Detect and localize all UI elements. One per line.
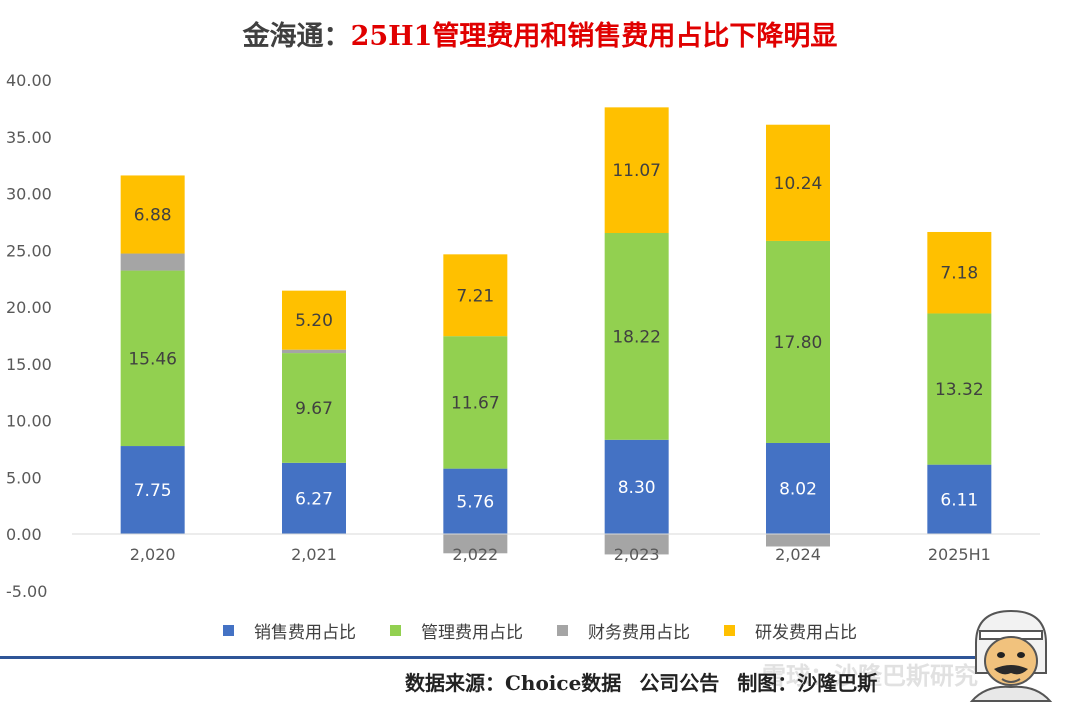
legend-item-finance: 财务费用占比	[557, 618, 690, 643]
title-company: 金海通：	[242, 21, 351, 52]
data-label-s1-c2: 11.67	[451, 393, 500, 413]
chart-title: 金海通：25H1管理费用和销售费用占比下降明显	[0, 14, 1080, 53]
x-tick-label-1: 2,021	[291, 545, 337, 564]
legend-label-finance: 财务费用占比	[588, 623, 690, 643]
y-tick-label-9: -5.00	[6, 582, 47, 601]
legend-label-admin: 管理费用占比	[421, 623, 523, 643]
data-label-s0-c5: 6.11	[940, 490, 978, 510]
data-label-s3-c1: 5.20	[295, 311, 333, 331]
legend-item-sales: 销售费用占比	[223, 618, 356, 643]
y-tick-label-4: 20.00	[6, 298, 52, 317]
legend-item-admin: 管理费用占比	[390, 618, 523, 643]
bar-segment-s2-c4	[766, 534, 830, 547]
author-text: 制图：沙隆巴斯	[737, 671, 878, 695]
stacked-bar-chart: 40.00 35.00 30.00 25.00 20.00 15.00 10.00 5.00 0…	[6, 71, 1040, 601]
y-tick-label-8: 0.00	[6, 525, 42, 544]
bar-segment-s3-c5	[927, 231, 992, 314]
bar-segment-s1-c1	[282, 353, 346, 463]
source-text: 数据来源：Choice数据	[405, 671, 622, 695]
bar-segment-s2-c1	[282, 349, 346, 354]
bar-segment-s0-c4	[766, 442, 830, 534]
data-label-s0-c0: 7.75	[134, 481, 172, 501]
bar-segment-s2-c0	[120, 253, 185, 271]
data-label-s3-c2: 7.21	[456, 286, 494, 306]
bar-segment-s1-c3	[604, 232, 669, 440]
bar-segment-s1-c4	[766, 240, 830, 443]
data-label-s1-c4: 17.80	[774, 333, 823, 353]
bar-segment-s3-c0	[120, 175, 185, 254]
bar-segment-s1-c0	[120, 270, 185, 447]
title-headline: 25H1管理费用和销售费用占比下降明显	[350, 21, 838, 52]
bar-segment-s3-c4	[766, 124, 830, 241]
data-label-s3-c5: 7.18	[940, 264, 978, 284]
x-tick-label-2: 2,022	[452, 545, 498, 564]
x-tick-label-3: 2,023	[614, 545, 660, 564]
bar-segment-s0-c0	[120, 446, 185, 534]
data-label-s1-c5: 13.32	[935, 380, 984, 400]
data-label-s1-c1: 9.67	[295, 399, 333, 419]
data-label-s0-c3: 8.30	[618, 478, 656, 498]
data-label-s1-c3: 18.22	[612, 327, 661, 347]
source-line: 数据来源：Choice数据 公司公告 制图：沙隆巴斯	[405, 667, 895, 696]
bar-segment-s0-c5	[927, 464, 992, 534]
footer-divider	[0, 656, 985, 659]
y-tick-label-2: 30.00	[6, 185, 52, 204]
x-tick-label-4: 2,024	[775, 545, 821, 564]
data-label-s0-c2: 5.76	[456, 492, 494, 512]
x-tick-label-0: 2,020	[130, 545, 176, 564]
publisher-text: 公司公告	[639, 671, 720, 695]
bar-segment-s3-c3	[604, 107, 669, 233]
y-tick-label-5: 15.00	[6, 355, 52, 374]
y-tick-label-6: 10.00	[6, 412, 52, 431]
data-label-s0-c1: 6.27	[295, 489, 333, 509]
x-tick-label-5: 2025H1	[928, 545, 991, 564]
watermark: 雪球：沙隆巴斯研究	[762, 662, 978, 690]
bar-segment-s0-c1	[282, 462, 346, 534]
legend-item-rnd: 研发费用占比	[724, 618, 857, 643]
data-label-s3-c4: 10.24	[774, 174, 823, 194]
y-tick-label-0: 40.00	[6, 71, 52, 90]
legend-label-rnd: 研发费用占比	[755, 623, 857, 643]
data-label-s1-c0: 15.46	[128, 349, 177, 369]
y-tick-label-1: 35.00	[6, 128, 52, 147]
y-tick-label-3: 25.00	[6, 241, 52, 260]
bar-segment-s2-c2	[443, 534, 508, 554]
y-tick-label-7: 5.00	[6, 468, 42, 487]
legend-swatch-sales	[223, 625, 234, 636]
data-label-s0-c4: 8.02	[779, 479, 817, 499]
bar-segment-s0-c2	[443, 468, 508, 534]
data-label-s3-c3: 11.07	[612, 161, 661, 181]
legend-swatch-rnd	[724, 625, 735, 636]
legend-swatch-finance	[557, 625, 568, 636]
legend-label-sales: 销售费用占比	[254, 623, 356, 643]
legend-swatch-admin	[390, 625, 401, 636]
bar-segment-s1-c5	[927, 313, 992, 465]
chart-legend: 销售费用占比 管理费用占比 财务费用占比 研发费用占比	[0, 618, 1080, 643]
bar-segment-s1-c2	[443, 336, 508, 469]
bar-segment-s2-c3	[604, 534, 669, 555]
bar-segment-s3-c2	[443, 254, 508, 337]
bar-segment-s3-c1	[282, 290, 346, 350]
bar-segment-s0-c3	[604, 439, 669, 534]
mascot-avatar-icon	[969, 609, 1053, 702]
data-label-s3-c0: 6.88	[134, 205, 172, 225]
